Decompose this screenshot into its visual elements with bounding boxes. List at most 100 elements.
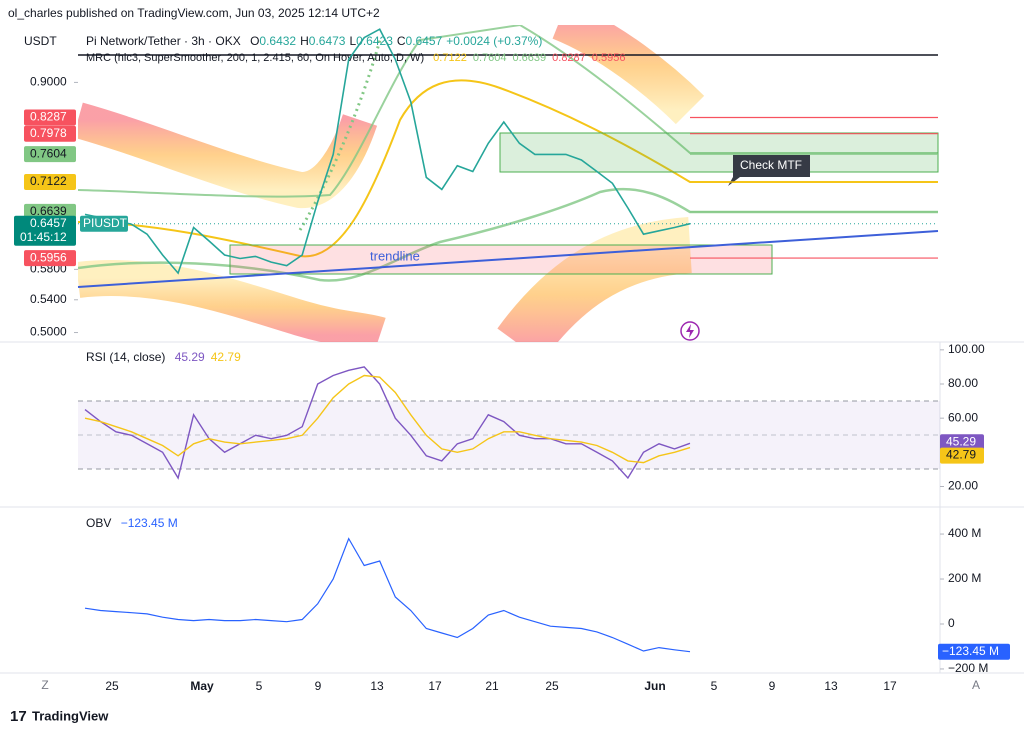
event-icon[interactable] — [680, 321, 700, 341]
currency-label: USDT — [24, 34, 57, 48]
y-tick-label: 400 M — [948, 526, 981, 540]
x-tick-label: 21 — [485, 679, 499, 693]
ohlc-key: O — [250, 34, 259, 48]
price-plot — [84, 28, 691, 275]
mrc-mean-line — [78, 187, 938, 282]
obv-title: OBV — [86, 516, 111, 530]
brand-logo: 17 — [10, 708, 27, 725]
indicator-value: 0.7122 — [433, 52, 467, 64]
x-tick-label: May — [190, 679, 214, 693]
x-tick-label: 25 — [545, 679, 559, 693]
y-tick-label: 0 — [948, 616, 955, 630]
footer-button[interactable]: Z — [41, 678, 48, 692]
price-line — [84, 28, 691, 275]
y-tick-label: 0.9000 — [30, 75, 67, 89]
rsi-title: RSI (14, close) — [86, 350, 165, 364]
rsi-badge-label: 42.79 — [946, 448, 976, 462]
level-badge — [24, 146, 76, 163]
indicator-value: 0.7604 — [473, 52, 507, 64]
x-tick-label: 13 — [824, 679, 838, 693]
level-badge — [24, 109, 76, 126]
footer-button[interactable]: A — [972, 678, 980, 692]
rsi-legend: RSI (14, close) 45.29 42.79 — [86, 350, 241, 364]
ohlc-value: 0.6473 — [309, 34, 346, 48]
x-tick-label: 9 — [315, 679, 322, 693]
level-badge-label: 0.6639 — [30, 204, 67, 218]
x-tick-label: 17 — [883, 679, 897, 693]
ohlc-key: H — [300, 34, 309, 48]
demand-zone — [499, 132, 939, 173]
last-price-label: 0.6457 — [30, 216, 67, 230]
y-tick-label: 0.5400 — [30, 292, 67, 306]
y-tick-label: 200 M — [948, 571, 981, 585]
level-badge — [24, 250, 76, 267]
y-tick-label: 100.00 — [948, 342, 985, 356]
symbol-title: Pi Network/Tether · 3h · OKX — [86, 34, 241, 48]
indicator-value: 0.5956 — [592, 52, 626, 64]
symbol-legend: Pi Network/Tether · 3h · OKX O0.6432 H0.6… — [86, 34, 542, 48]
header-text: ol_charles published on TradingView.com,… — [8, 6, 380, 20]
rsi-badge-label: 45.29 — [946, 434, 976, 448]
obv-legend-value: −123.45 M — [121, 516, 178, 530]
x-tick-label: 25 — [105, 679, 119, 693]
x-tick-label: 9 — [769, 679, 776, 693]
x-tick-label: 13 — [370, 679, 384, 693]
ohlc-value: 0.6457 — [406, 34, 443, 48]
x-tick-label: Jun — [644, 679, 665, 693]
rsi-band — [78, 401, 940, 469]
obv-legend: OBV −123.45 M — [86, 516, 178, 530]
x-tick-label: 5 — [711, 679, 718, 693]
level-badge-label: 0.7122 — [30, 174, 67, 188]
callout-box — [728, 155, 810, 186]
level-badge-label: 0.7978 — [30, 126, 67, 140]
obv-badge-label: −123.45 M — [942, 644, 999, 658]
ohlc-key: C — [397, 34, 406, 48]
y-tick-label: 20.00 — [948, 479, 978, 493]
indicator-value: 0.8287 — [552, 52, 586, 64]
change: +0.0024 (+0.37%) — [446, 34, 542, 48]
rsi-badge — [940, 434, 984, 451]
ticker-label: PIUSDT — [83, 216, 128, 230]
level-badge — [24, 174, 76, 191]
y-tick-label: −200 M — [948, 661, 988, 675]
level-badge-label: 0.5956 — [30, 250, 67, 264]
supertrend-dots — [298, 39, 382, 231]
callout: Check MTF — [728, 155, 810, 186]
ticker-badge — [80, 215, 128, 232]
level-badge-label: 0.8287 — [30, 110, 67, 124]
last-price-badge — [14, 215, 76, 246]
countdown-label: 01:45:12 — [20, 230, 67, 244]
callout-text: Check MTF — [740, 158, 802, 172]
trendline-label: trendline — [370, 248, 420, 263]
mrc-inner-line — [78, 79, 938, 258]
level-badge-label: 0.7604 — [30, 146, 67, 160]
y-tick-label: 60.00 — [948, 410, 978, 424]
brand-name: TradingView — [32, 708, 109, 723]
band-lower-left — [78, 260, 386, 342]
rsi-line — [84, 374, 691, 464]
level-badge — [24, 125, 76, 142]
y-tick-label: 80.00 — [948, 376, 978, 390]
y-tick-label: 0.5000 — [30, 325, 67, 339]
rsi-legend-value: 45.29 — [175, 350, 205, 364]
indicator-legend: MRC (hlc3, SuperSmoother, 200, 1, 2.415,… — [86, 52, 625, 64]
ohlc-key: L — [349, 34, 356, 48]
indicator-title: MRC (hlc3, SuperSmoother, 200, 1, 2.415,… — [86, 52, 424, 64]
x-tick-label: 17 — [428, 679, 442, 693]
trendline — [77, 230, 939, 288]
mrc-outer-line — [78, 25, 938, 198]
obv-line — [84, 537, 691, 653]
band-upper-right — [552, 25, 705, 125]
rsi-line — [84, 366, 691, 480]
x-tick-label: 5 — [256, 679, 263, 693]
band-upper-left — [78, 102, 378, 208]
rsi-legend-value: 42.79 — [211, 350, 241, 364]
ohlc-value: 0.6432 — [259, 34, 296, 48]
indicator-value: 0.6639 — [512, 52, 546, 64]
obv-badge — [938, 643, 1010, 660]
event-icon-glyph — [686, 324, 694, 338]
rsi-badge — [940, 447, 984, 464]
